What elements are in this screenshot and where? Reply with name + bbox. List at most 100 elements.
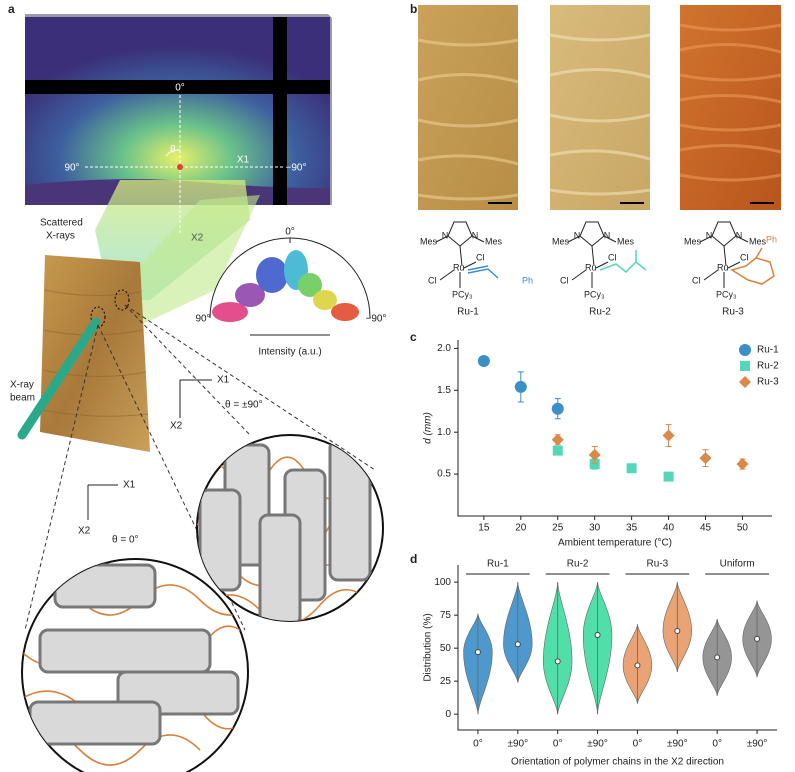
atom: PCy₃ <box>584 289 605 299</box>
polar-points <box>212 250 359 322</box>
theta: θ <box>170 145 176 156</box>
legend-marker <box>740 361 750 371</box>
atom: Mes <box>420 236 438 246</box>
median <box>714 654 721 661</box>
y-axis-title: d (mm) <box>423 412 434 444</box>
axis-label: X1 <box>237 155 250 166</box>
atom: Cl <box>560 275 569 285</box>
atom: N <box>574 230 581 240</box>
legend-marker <box>739 344 751 356</box>
beamstop <box>25 80 330 94</box>
axes-arrows <box>87 484 118 520</box>
bond <box>567 221 617 288</box>
caption: X-rays <box>46 231 75 242</box>
x-tick-label: 0° <box>633 739 643 750</box>
beam-spot <box>177 164 183 170</box>
axis-label: X2 <box>191 233 204 244</box>
atom: PCy₃ <box>452 289 473 299</box>
substituent: Ph <box>766 234 777 244</box>
panel-label: c <box>410 330 417 344</box>
bond <box>435 221 485 288</box>
axis-label: X2 <box>78 526 91 537</box>
x-tick-label: ±90° <box>587 739 608 750</box>
inset-perp <box>197 438 381 621</box>
y-axis-title: Distribution (%) <box>423 613 434 681</box>
atom: Mes <box>485 236 503 246</box>
atom: N <box>604 230 611 240</box>
catalyst-name: Ru-2 <box>589 307 611 318</box>
angle-label: −90° <box>366 314 387 325</box>
panel-label: d <box>410 552 417 566</box>
axis <box>457 565 777 731</box>
median <box>754 635 761 642</box>
atom: N <box>442 230 449 240</box>
axes-arrows <box>179 379 212 418</box>
connector <box>24 324 99 631</box>
x-tick-label: ±90° <box>508 739 529 750</box>
median <box>554 658 561 665</box>
x-axis-title: Orientation of polymer chains in the X2 … <box>511 757 724 768</box>
atom: N <box>706 230 713 240</box>
y-tick-label: 0 <box>445 709 451 720</box>
angle-arc <box>165 149 181 157</box>
point <box>551 433 564 446</box>
atom: Cl <box>692 275 701 285</box>
alkylidene <box>467 265 499 279</box>
x-tick-label: 50 <box>737 523 749 534</box>
caption: Scattered <box>40 218 83 229</box>
theta-label: θ = 0° <box>112 535 139 546</box>
median <box>594 631 601 638</box>
atom: Cl <box>740 252 749 262</box>
atom: N <box>736 230 743 240</box>
y-tick-label: 75 <box>440 610 452 621</box>
x-tick-label: 40 <box>663 523 675 534</box>
panel-label: b <box>410 2 417 16</box>
y-tick-label: 25 <box>440 676 452 687</box>
xray-beam <box>17 317 101 440</box>
x-tick-label: 25 <box>552 523 564 534</box>
legend-label: Ru-1 <box>757 345 779 356</box>
group-label: Ru-1 <box>487 559 509 570</box>
y-tick-label: 1.0 <box>437 427 451 438</box>
x-axis-title: Ambient temperature (°C) <box>558 538 672 549</box>
alkylidene <box>730 247 775 285</box>
x-tick-label: 15 <box>478 523 490 534</box>
x-tick-label: 30 <box>589 523 601 534</box>
x-tick-label: ±90° <box>667 739 688 750</box>
x-tick-label: 0° <box>473 739 483 750</box>
point <box>477 354 490 367</box>
group-label: Ru-3 <box>647 559 669 570</box>
point <box>699 452 712 465</box>
x-tick-label: 20 <box>515 523 527 534</box>
x-tick-label: ±90° <box>747 739 768 750</box>
axis-title: Intensity (a.u.) <box>258 347 321 358</box>
atom: Mes <box>617 236 635 246</box>
micrographs <box>417 5 782 210</box>
angle-label: −90° <box>286 163 307 174</box>
y-tick-label: 100 <box>434 577 451 588</box>
point <box>736 458 749 471</box>
y-tick-label: 2.0 <box>437 343 451 354</box>
angle-label: 0° <box>175 83 185 94</box>
axis-label: X1 <box>217 375 230 386</box>
point <box>551 402 564 415</box>
point <box>552 445 563 456</box>
point <box>588 448 601 461</box>
atom: Mes <box>749 236 767 246</box>
angle-label: 0° <box>285 227 295 238</box>
caption: X-ray <box>10 380 34 391</box>
atom: Ru <box>585 262 597 272</box>
point <box>662 429 675 442</box>
atom: Ru <box>453 262 465 272</box>
catalyst-name: Ru-1 <box>457 307 479 318</box>
x-tick-label: 45 <box>700 523 712 534</box>
caption: beam <box>10 393 35 404</box>
catalyst-name: Ru-3 <box>722 307 744 318</box>
atom: Cl <box>476 252 485 262</box>
y-tick-label: 50 <box>440 643 452 654</box>
legend-label: Ru-3 <box>757 377 779 388</box>
x-tick-label: 35 <box>626 523 638 534</box>
atom: N <box>472 230 479 240</box>
axis-label: X1 <box>123 480 136 491</box>
